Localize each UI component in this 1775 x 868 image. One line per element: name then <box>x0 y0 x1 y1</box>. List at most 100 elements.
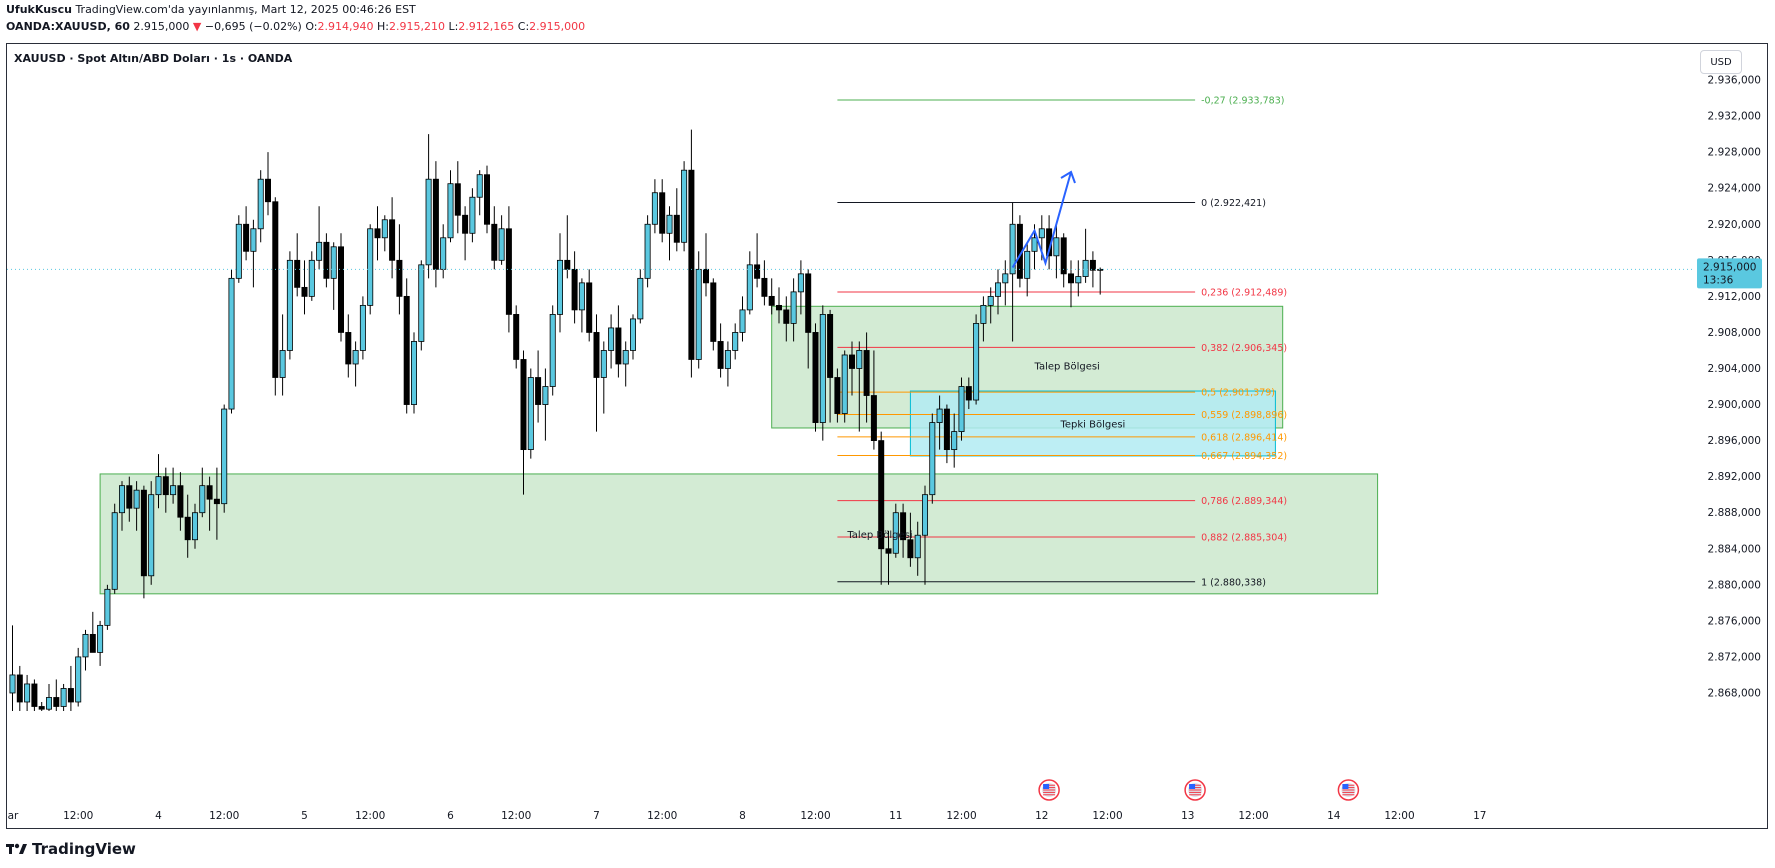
x-axis-tick-label: 12:00 <box>800 810 830 822</box>
bullish-candle <box>228 277 235 410</box>
brand-name: TradingView <box>32 840 136 858</box>
bearish-candle <box>213 498 220 505</box>
y-axis-tick-label: 2.900,000 <box>1708 399 1761 411</box>
bearish-candle <box>31 683 38 707</box>
bearish-candle <box>615 327 622 365</box>
bullish-candle <box>119 485 126 514</box>
bearish-candle <box>38 706 45 710</box>
bearish-candle <box>513 314 520 360</box>
bullish-candle <box>666 214 673 234</box>
bearish-candle <box>403 295 410 405</box>
bearish-candle <box>673 214 680 243</box>
bearish-candle <box>878 440 885 550</box>
bearish-candle <box>162 476 169 496</box>
bullish-candle <box>527 377 534 451</box>
fib-level-label: 0,786 (2.889,344) <box>1201 496 1287 507</box>
fib-level-label: 0,667 (2.894,352) <box>1201 451 1287 462</box>
bullish-candle <box>608 327 615 351</box>
bullish-candle <box>111 512 118 590</box>
y-axis-tick-label: 2.912,000 <box>1708 291 1761 303</box>
bar-countdown-label: 13:36 <box>1703 274 1734 286</box>
x-axis-tick-label: 12:00 <box>946 810 976 822</box>
bearish-candle <box>16 674 23 703</box>
change-value: −0,695 (−0.02%) <box>204 20 302 33</box>
bearish-candle <box>1068 273 1075 284</box>
x-axis-tick-label: 11 <box>889 810 902 822</box>
y-axis-tick-label: 2.868,000 <box>1708 687 1761 699</box>
bearish-candle <box>659 192 666 234</box>
bearish-candle <box>301 286 308 297</box>
x-axis-tick-label: 17 <box>1473 810 1486 822</box>
current-price-tag <box>1697 258 1762 289</box>
demand-zone-label: Talep Bölgesi <box>846 530 912 541</box>
bearish-candle <box>783 309 790 324</box>
y-axis-tick-label: 2.920,000 <box>1708 219 1761 231</box>
bullish-candle <box>856 350 863 369</box>
bearish-candle <box>885 548 892 554</box>
published-text: TradingView.com'da yayınlanmış, Mart 12,… <box>75 3 416 16</box>
bearish-candle <box>863 350 870 396</box>
bearish-candle <box>337 246 344 333</box>
publisher-name: UfukKuscu <box>6 3 72 16</box>
bullish-candle <box>622 350 629 365</box>
y-axis-tick-label: 2.924,000 <box>1708 183 1761 195</box>
bullish-candle <box>75 656 82 703</box>
fib-level-label: 0,559 (2.898,896) <box>1201 410 1287 421</box>
bearish-candle <box>345 332 352 365</box>
bullish-candle <box>476 174 483 198</box>
y-axis-tick-label: 2.876,000 <box>1708 615 1761 627</box>
brand-logo: TradingView <box>6 840 136 858</box>
bullish-candle <box>9 674 16 694</box>
fib-level-label: 0,382 (2.906,345) <box>1201 343 1287 354</box>
bullish-candle <box>936 408 943 423</box>
x-axis-tick-label: 8 <box>739 810 746 822</box>
x-axis-tick-label: 5 <box>301 810 308 822</box>
bullish-candle <box>732 332 739 351</box>
bullish-candle <box>637 277 644 320</box>
bullish-candle <box>1038 228 1045 239</box>
fib-level-label: 0 (2.922,421) <box>1201 198 1266 209</box>
bullish-candle <box>469 196 476 234</box>
y-axis-tick-label: 2.892,000 <box>1708 471 1761 483</box>
bearish-candle <box>761 277 768 297</box>
high-label: H: <box>376 20 389 33</box>
bullish-candle <box>425 178 432 266</box>
bearish-candle <box>805 273 812 333</box>
bearish-candle <box>1089 259 1096 271</box>
us-flag-event-icon <box>1342 784 1349 789</box>
bullish-candle <box>746 264 753 311</box>
low-label: L: <box>448 20 459 33</box>
x-axis-tick-label: 12:00 <box>355 810 385 822</box>
bullish-candle <box>929 422 936 496</box>
reaction-zone <box>909 390 1276 457</box>
x-axis-tick-label: 13 <box>1181 810 1194 822</box>
bearish-candle <box>505 228 512 315</box>
bearish-candle <box>827 314 834 378</box>
bullish-candle <box>600 350 607 378</box>
currency-button[interactable]: USD <box>1700 50 1742 74</box>
bearish-candle <box>1060 237 1067 275</box>
bullish-candle <box>257 178 264 230</box>
bearish-candle <box>126 485 133 509</box>
bearish-candle <box>849 354 856 369</box>
y-axis-tick-label: 2.872,000 <box>1708 651 1761 663</box>
fib-level-label: -0,27 (2.933,783) <box>1201 96 1284 107</box>
bullish-candle <box>1009 223 1016 275</box>
x-axis-tick-label: 12:00 <box>1092 810 1122 822</box>
bullish-candle <box>97 624 104 653</box>
bullish-candle <box>980 304 987 324</box>
x-axis-tick-label: ar <box>8 810 19 822</box>
bearish-candle <box>754 264 761 279</box>
low-value: 2.912,165 <box>458 20 515 33</box>
bearish-candle <box>483 174 490 225</box>
bullish-candle <box>250 228 257 252</box>
chart-title: XAUUSD · Spot Altın/ABD Doları · 1s · OA… <box>14 52 293 65</box>
bullish-candle <box>995 282 1002 297</box>
y-axis-tick-label: 2.932,000 <box>1708 111 1761 123</box>
us-flag-event-icon <box>1043 784 1050 789</box>
y-axis-tick-label: 2.928,000 <box>1708 147 1761 159</box>
bullish-candle <box>973 323 980 401</box>
bullish-candle <box>1031 237 1038 252</box>
chart-frame <box>6 43 1768 829</box>
